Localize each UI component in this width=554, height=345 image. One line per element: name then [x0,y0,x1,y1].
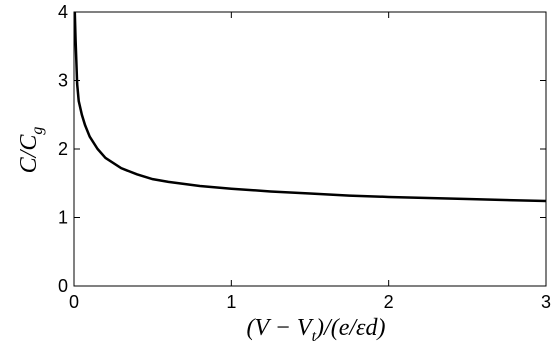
y-axis-label: C/Cg [16,127,46,174]
tick-labels: 0 1 2 3 0 1 2 3 4 [58,2,551,312]
x-tick-label: 1 [226,292,236,312]
axis-ticks [73,11,547,287]
plot-area [73,11,547,287]
y-tick-label: 3 [58,71,68,91]
y-tick-label: 0 [58,276,68,296]
x-tick-label: 3 [541,292,551,312]
y-tick-label: 2 [58,139,68,159]
x-tick-label: 0 [69,292,79,312]
series-line [73,11,547,203]
x-axis-label: (V − Vt)/(e/εd) [247,315,386,345]
y-tick-label: 1 [58,208,68,228]
x-tick-label: 2 [384,292,394,312]
y-tick-label: 4 [58,2,68,22]
